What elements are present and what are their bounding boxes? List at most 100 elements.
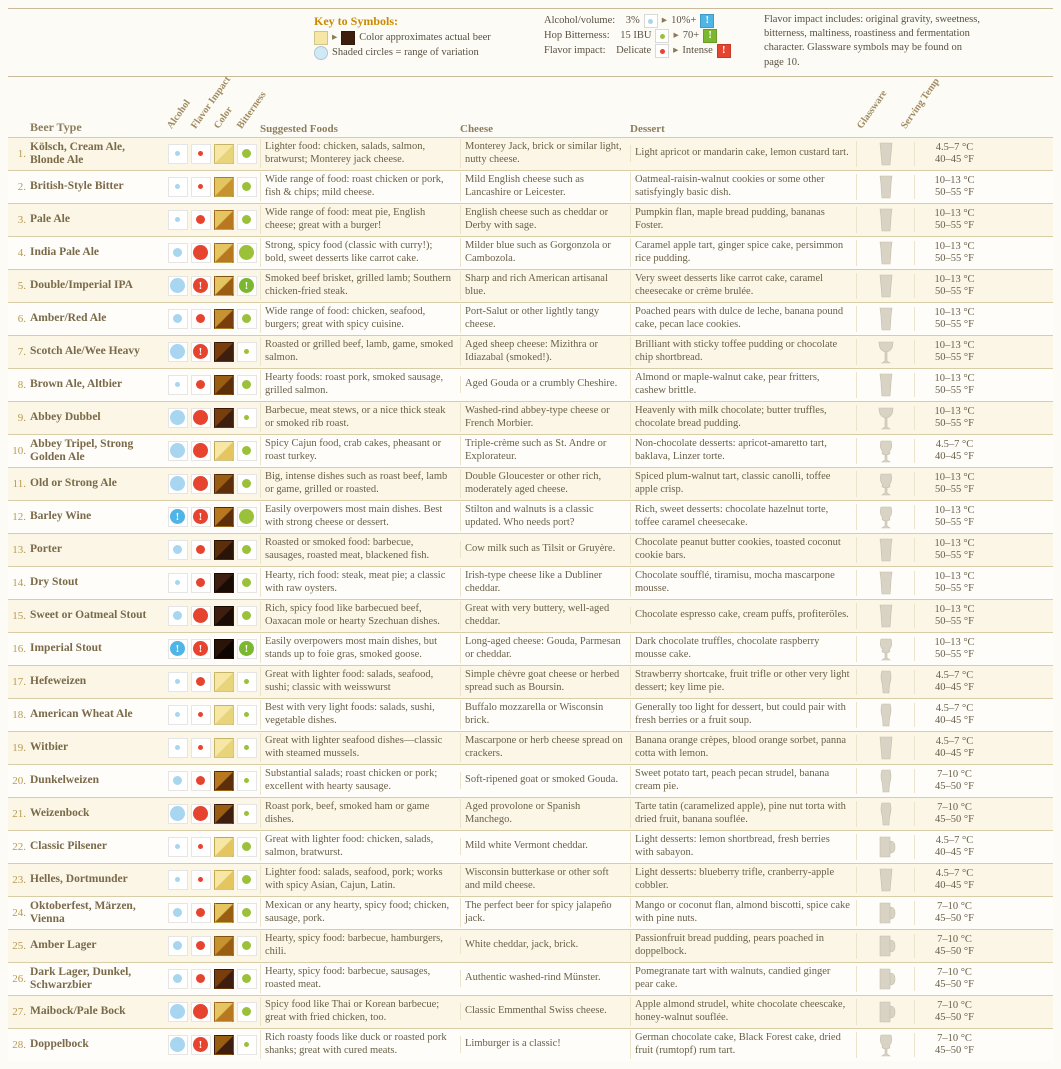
cheese-pairing: Buffalo mozzarella or Wisconsin brick.	[460, 700, 630, 729]
table-row: 6. Amber/Red Ale Wide range of food: chi…	[8, 302, 1053, 335]
row-number: 15.	[8, 610, 30, 622]
flavor-indicator: !	[191, 1035, 211, 1055]
suggested-foods: Lighter food: salads, seafood, pork; wor…	[260, 865, 460, 894]
serving-temp: 7–10 °C45–50 °F	[914, 769, 994, 793]
dessert-pairing: Almond or maple-walnut cake, pear fritte…	[630, 370, 856, 399]
bitterness-indicator	[237, 309, 257, 329]
suggested-foods: Big, intense dishes such as roast beef, …	[260, 469, 460, 498]
beer-name: Double/Imperial IPA	[30, 279, 164, 292]
color-swatch	[214, 342, 234, 362]
table-row: 5. Double/Imperial IPA ! ! Smoked beef b…	[8, 269, 1053, 302]
table-row: 13. Porter Roasted or smoked food: barbe…	[8, 533, 1053, 566]
color-swatch	[214, 474, 234, 494]
beer-name: Amber Lager	[30, 939, 164, 952]
cheese-pairing: Port-Salut or other lightly tangy cheese…	[460, 304, 630, 333]
bitterness-indicator	[237, 672, 257, 692]
table-body: 1. Kölsch, Cream Ale, Blonde Ale Lighter…	[8, 137, 1053, 1061]
bitterness-indicator	[237, 606, 257, 626]
serving-temp: 4.5–7 °C40–45 °F	[914, 736, 994, 760]
bitterness-indicator	[237, 144, 257, 164]
beer-name: Witbier	[30, 741, 164, 754]
row-number: 7.	[8, 346, 30, 358]
cheese-pairing: Wisconsin butterkase or other soft and m…	[460, 865, 630, 894]
serving-temp: 4.5–7 °C40–45 °F	[914, 439, 994, 463]
glassware-icon	[856, 438, 914, 464]
alcohol-indicator	[168, 672, 188, 692]
indicators	[164, 573, 260, 593]
dessert-pairing: Very sweet desserts like carrot cake, ca…	[630, 271, 856, 300]
bitterness-indicator	[237, 771, 257, 791]
bitterness-indicator	[237, 507, 257, 527]
cheese-pairing: Aged Gouda or a crumbly Cheshire.	[460, 376, 630, 393]
dessert-pairing: Light apricot or mandarin cake, lemon cu…	[630, 145, 856, 162]
row-number: 13.	[8, 544, 30, 556]
bitterness-indicator	[237, 408, 257, 428]
row-number: 27.	[8, 1006, 30, 1018]
hdr-alcohol: Alcohol	[165, 98, 193, 131]
glassware-icon	[856, 966, 914, 992]
flavor-indicator	[191, 837, 211, 857]
flavor-indicator	[191, 1002, 211, 1022]
legend-abv-high: 10%+	[671, 14, 696, 28]
flavor-indicator: !	[191, 276, 211, 296]
table-row: 16. Imperial Stout ! ! ! Easily overpowe…	[8, 632, 1053, 665]
serving-temp: 10–13 °C50–55 °F	[914, 571, 994, 595]
bitterness-indicator	[237, 738, 257, 758]
indicators	[164, 771, 260, 791]
dessert-pairing: Pomegranate tart with walnuts, candied g…	[630, 964, 856, 993]
indicators	[164, 441, 260, 461]
dessert-pairing: Tarte tatin (caramelized apple), pine nu…	[630, 799, 856, 828]
suggested-foods: Great with lighter food: salads, seafood…	[260, 667, 460, 696]
suggested-foods: Wide range of food: roast chicken or por…	[260, 172, 460, 201]
alcohol-indicator	[168, 606, 188, 626]
glassware-icon	[856, 636, 914, 662]
alcohol-indicator	[168, 177, 188, 197]
indicators	[164, 738, 260, 758]
row-number: 12.	[8, 511, 30, 523]
color-swatch	[214, 309, 234, 329]
alcohol-indicator	[168, 474, 188, 494]
hdr-cheese: Cheese	[460, 123, 630, 137]
alcohol-indicator	[168, 1035, 188, 1055]
color-swatch	[214, 771, 234, 791]
color-swatch	[214, 144, 234, 164]
color-swatch	[214, 738, 234, 758]
table-row: 22. Classic Pilsener Great with lighter …	[8, 830, 1053, 863]
bitterness-indicator	[237, 540, 257, 560]
cheese-pairing: Mascarpone or herb cheese spread on crac…	[460, 733, 630, 762]
alcohol-indicator	[168, 837, 188, 857]
serving-temp: 10–13 °C50–55 °F	[914, 175, 994, 199]
glassware-icon	[856, 801, 914, 827]
alcohol-indicator	[168, 804, 188, 824]
bitterness-indicator	[237, 1002, 257, 1022]
indicators: !	[164, 342, 260, 362]
indicators	[164, 309, 260, 329]
indicators: ! !	[164, 276, 260, 296]
bitterness-indicator: !	[237, 276, 257, 296]
table-row: 4. India Pale Ale Strong, spicy food (cl…	[8, 236, 1053, 269]
alcohol-indicator	[168, 276, 188, 296]
cheese-pairing: Classic Emmenthal Swiss cheese.	[460, 1003, 630, 1020]
beer-name: Scotch Ale/Wee Heavy	[30, 345, 164, 358]
cheese-pairing: Stilton and walnuts is a classic updated…	[460, 502, 630, 531]
suggested-foods: Great with lighter seafood dishes—classi…	[260, 733, 460, 762]
beer-name: Sweet or Oatmeal Stout	[30, 609, 164, 622]
flavor-indicator	[191, 375, 211, 395]
color-swatch	[214, 1035, 234, 1055]
legend-shaded-text: Shaded circles = range of variation	[332, 46, 479, 60]
legend-flavor-note: Flavor impact includes: original gravity…	[758, 13, 988, 70]
flavor-indicator	[191, 408, 211, 428]
legend-flv-high: Intense	[682, 44, 712, 58]
row-number: 10.	[8, 445, 30, 457]
legend-abv-low: 3%	[626, 14, 640, 28]
serving-temp: 7–10 °C45–50 °F	[914, 802, 994, 826]
legend-color-text: Color approximates actual beer	[359, 31, 491, 45]
beer-name: Brown Ale, Altbier	[30, 378, 164, 391]
serving-temp: 10–13 °C50–55 °F	[914, 472, 994, 496]
suggested-foods: Mexican or any hearty, spicy food; chick…	[260, 898, 460, 927]
row-number: 3.	[8, 214, 30, 226]
beer-name: Maibock/Pale Bock	[30, 1005, 164, 1018]
table-row: 2. British-Style Bitter Wide range of fo…	[8, 170, 1053, 203]
alcohol-indicator	[168, 738, 188, 758]
flavor-indicator	[191, 738, 211, 758]
